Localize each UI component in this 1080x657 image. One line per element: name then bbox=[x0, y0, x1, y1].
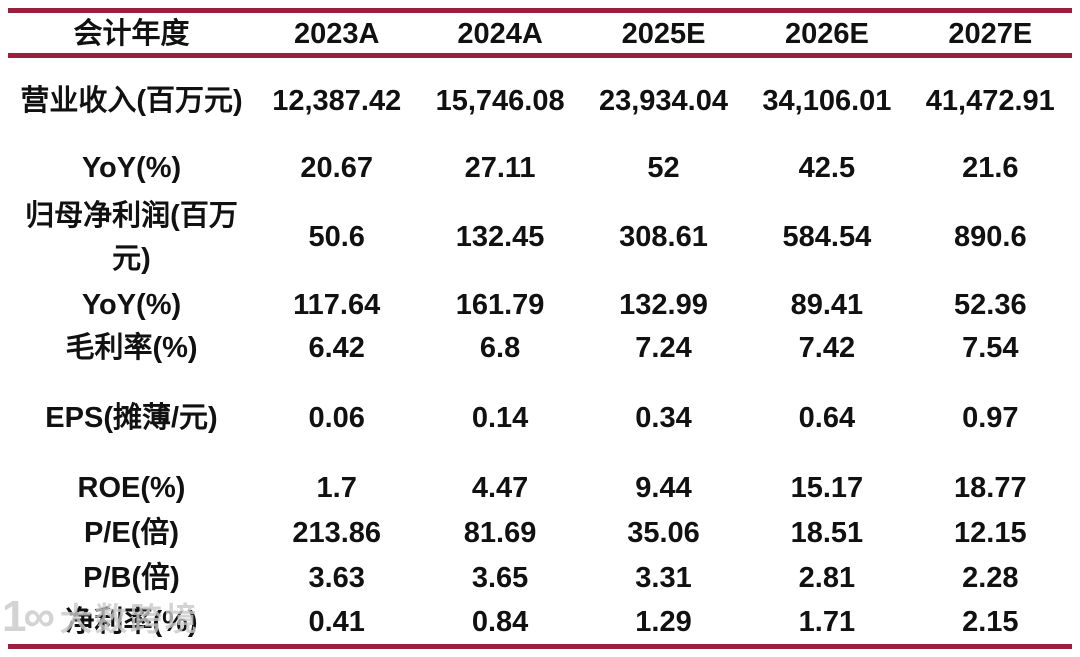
cell: 0.84 bbox=[471, 606, 529, 638]
cell: 0.64 bbox=[798, 402, 856, 435]
cell: 41,472.91 bbox=[925, 85, 1055, 118]
cell: 117.64 bbox=[293, 289, 381, 321]
cell: 52.36 bbox=[954, 289, 1027, 321]
cell: 2.81 bbox=[798, 561, 856, 594]
table-row-profit-yoy: YoY(%) 117.64 161.79 132.99 89.41 52.36 bbox=[8, 284, 1072, 326]
table-row-revenue: 营业收入(百万元) 12,387.42 15,746.08 23,934.04 … bbox=[8, 58, 1072, 146]
cell: 6.8 bbox=[479, 332, 521, 365]
row-label: 归母净利润(百万元) bbox=[25, 199, 238, 276]
cell: 3.65 bbox=[471, 561, 529, 594]
row-label: P/E(倍) bbox=[83, 516, 180, 549]
cell: 3.31 bbox=[635, 561, 692, 594]
table-row-eps: EPS(摊薄/元) 0.06 0.14 0.34 0.64 0.97 bbox=[8, 372, 1072, 466]
cell: 0.97 bbox=[962, 402, 1019, 435]
table-row-gross-margin: 毛利率(%) 6.42 6.8 7.24 7.42 7.54 bbox=[8, 326, 1072, 372]
cell: 23,934.04 bbox=[598, 85, 728, 118]
row-label: 净利率(%) bbox=[65, 606, 198, 638]
table-row-net-profit: 归母净利润(百万元) 50.6 132.45 308.61 584.54 890… bbox=[8, 192, 1072, 284]
table-row-pb: P/B(倍) 3.63 3.65 3.31 2.81 2.28 bbox=[8, 556, 1072, 601]
cell: 2.15 bbox=[962, 606, 1019, 638]
cell: 20.67 bbox=[300, 152, 373, 185]
row-label: P/B(倍) bbox=[83, 561, 180, 594]
cell: 0.06 bbox=[308, 402, 365, 435]
cell: 584.54 bbox=[782, 221, 872, 254]
cell: 12.15 bbox=[954, 516, 1027, 549]
cell: 18.77 bbox=[954, 471, 1027, 504]
cell: 27.11 bbox=[464, 152, 536, 185]
cell: 213.86 bbox=[292, 516, 382, 549]
cell: 7.42 bbox=[798, 332, 856, 365]
cell: 890.6 bbox=[954, 221, 1027, 254]
cell: 89.41 bbox=[790, 289, 864, 321]
header-cell-2026e: 2026E bbox=[784, 18, 869, 50]
cell: 1.29 bbox=[635, 606, 692, 638]
table-row-revenue-yoy: YoY(%) 20.67 27.11 52 42.5 21.6 bbox=[8, 146, 1072, 192]
cell: 15.17 bbox=[790, 471, 864, 504]
financial-forecast-table: 会计年度 2023A 2024A 2025E 2026E 2027E 营业收入(… bbox=[8, 8, 1072, 649]
cell: 0.34 bbox=[635, 402, 692, 435]
row-label: 营业收入(百万元) bbox=[20, 85, 243, 118]
cell: 7.24 bbox=[635, 332, 692, 365]
cell: 132.45 bbox=[455, 221, 545, 254]
row-label: ROE(%) bbox=[77, 471, 186, 504]
cell: 4.47 bbox=[471, 471, 529, 504]
cell: 1.7 bbox=[316, 471, 357, 504]
header-cell-fiscal-year: 会计年度 bbox=[73, 18, 190, 50]
cell: 308.61 bbox=[619, 221, 708, 254]
table-row-net-margin: 净利率(%) 0.41 0.84 1.29 1.71 2.15 bbox=[8, 601, 1072, 644]
cell: 18.51 bbox=[790, 516, 864, 549]
cell: 3.63 bbox=[308, 561, 365, 594]
row-label: 毛利率(%) bbox=[65, 332, 198, 365]
cell: 161.79 bbox=[455, 289, 545, 321]
row-label: YoY(%) bbox=[81, 289, 182, 321]
header-cell-2027e: 2027E bbox=[948, 18, 1033, 50]
table-row-roe: ROE(%) 1.7 4.47 9.44 15.17 18.77 bbox=[8, 466, 1072, 511]
cell: 0.41 bbox=[308, 606, 365, 638]
cell: 21.6 bbox=[962, 152, 1019, 185]
header-cell-2024a: 2024A bbox=[457, 18, 543, 50]
cell: 34,106.01 bbox=[762, 85, 892, 118]
cell: 81.69 bbox=[463, 516, 537, 549]
header-cell-2025e: 2025E bbox=[621, 18, 706, 50]
cell: 15,746.08 bbox=[435, 85, 565, 118]
cell: 9.44 bbox=[635, 471, 692, 504]
cell: 6.42 bbox=[308, 332, 365, 365]
cell: 52 bbox=[647, 152, 680, 185]
header-row: 会计年度 2023A 2024A 2025E 2026E 2027E bbox=[8, 13, 1072, 58]
cell: 42.5 bbox=[798, 152, 856, 185]
row-label: YoY(%) bbox=[81, 152, 182, 185]
cell: 35.06 bbox=[627, 516, 700, 549]
cell: 1.71 bbox=[798, 606, 856, 638]
header-cell-2023a: 2023A bbox=[293, 18, 380, 50]
cell: 7.54 bbox=[962, 332, 1019, 365]
table-row-pe: P/E(倍) 213.86 81.69 35.06 18.51 12.15 bbox=[8, 511, 1072, 556]
row-label: EPS(摊薄/元) bbox=[45, 402, 218, 435]
cell: 50.6 bbox=[308, 221, 365, 254]
cell: 12,387.42 bbox=[272, 85, 402, 118]
cell: 0.14 bbox=[471, 402, 529, 435]
cell: 2.28 bbox=[962, 561, 1019, 594]
cell: 132.99 bbox=[619, 289, 708, 321]
